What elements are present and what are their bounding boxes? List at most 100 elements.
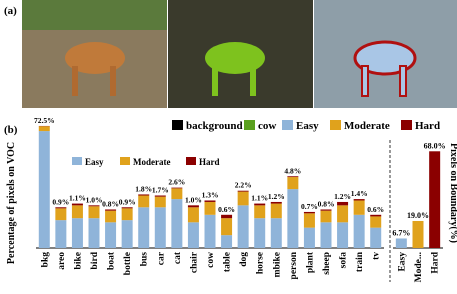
bar-segment bbox=[370, 215, 381, 217]
x-tick-label: bottle bbox=[123, 252, 133, 275]
total-label: 0.8% bbox=[102, 199, 119, 208]
total-label: 4.8% bbox=[284, 166, 301, 175]
bar-segment bbox=[337, 202, 348, 205]
total-label: 72.5% bbox=[34, 116, 55, 125]
bar-segment bbox=[55, 220, 66, 248]
bar-segment bbox=[105, 209, 116, 210]
x-tick-label: bkg bbox=[40, 252, 50, 268]
legend-label: Hard bbox=[415, 120, 440, 132]
bar-segment bbox=[370, 216, 381, 227]
bar bbox=[429, 151, 440, 248]
bar-segment bbox=[254, 218, 265, 248]
x-tick-label: mbike bbox=[272, 252, 282, 277]
x-tick-label: Hard bbox=[431, 251, 441, 273]
x-tick-label: sheep bbox=[322, 252, 332, 275]
bar-segment bbox=[221, 215, 232, 218]
bar-segment bbox=[155, 196, 166, 197]
total-label: 0.7% bbox=[301, 202, 318, 211]
cow-mask-leg bbox=[250, 66, 256, 96]
bar-segment bbox=[254, 204, 265, 206]
total-label: 1.7% bbox=[152, 186, 169, 195]
x-tick-label: dog bbox=[239, 252, 249, 267]
value-label: 68.0% bbox=[424, 141, 446, 150]
total-label: 2.2% bbox=[235, 181, 252, 190]
bar-segment bbox=[155, 207, 166, 248]
bar-segment bbox=[72, 205, 83, 218]
bar-segment bbox=[271, 218, 282, 248]
total-label: 0.6% bbox=[367, 205, 384, 214]
legend-swatch bbox=[330, 120, 341, 130]
x-tick-label: train bbox=[355, 251, 365, 272]
bar-segment bbox=[321, 209, 332, 210]
legend-swatch bbox=[282, 120, 293, 130]
bar-segment bbox=[370, 228, 381, 248]
legend-label: cow bbox=[258, 120, 276, 132]
total-label: 0.8% bbox=[318, 199, 335, 208]
bar-segment bbox=[354, 199, 365, 200]
bar-segment bbox=[287, 177, 298, 189]
bar-segment bbox=[105, 211, 116, 223]
value-label: 19.0% bbox=[407, 211, 429, 220]
legend-swatch bbox=[401, 120, 412, 130]
bar-segment bbox=[122, 220, 133, 248]
bar-segment bbox=[205, 200, 216, 201]
y-axis-title: Pixels on Boundary(%) bbox=[448, 143, 457, 243]
legend-label: Hard bbox=[199, 157, 220, 167]
bar-segment bbox=[238, 205, 249, 248]
panel-label: (a) bbox=[4, 5, 17, 17]
bar-segment bbox=[89, 218, 100, 248]
legend-swatch bbox=[72, 157, 82, 165]
y-axis-title: Percentage of pixels on VOC bbox=[6, 142, 17, 264]
x-tick-label: plant bbox=[305, 251, 315, 273]
bar-segment bbox=[122, 208, 133, 220]
x-tick-label: Easy bbox=[397, 252, 407, 272]
bar-segment bbox=[138, 194, 149, 195]
x-tick-label: person bbox=[289, 251, 299, 279]
bar-segment bbox=[155, 197, 166, 208]
legend-swatch bbox=[172, 120, 183, 130]
bar-segment bbox=[337, 222, 348, 248]
bar-segment bbox=[39, 131, 50, 248]
x-tick-label: Mode... bbox=[414, 252, 424, 282]
total-label: 0.6% bbox=[218, 205, 235, 214]
bar-segment bbox=[287, 189, 298, 248]
bar-segment bbox=[55, 207, 66, 208]
total-label: 1.4% bbox=[351, 189, 368, 198]
bar-segment bbox=[221, 218, 232, 235]
legend-label: Easy bbox=[85, 157, 104, 167]
bar-segment bbox=[304, 213, 315, 227]
total-label: 1.2% bbox=[268, 192, 285, 201]
bar-segment bbox=[271, 204, 282, 219]
cow-mask-leg bbox=[212, 66, 218, 96]
bar-segment bbox=[39, 126, 50, 131]
bar-segment bbox=[238, 191, 249, 192]
bar-segment bbox=[304, 212, 315, 213]
total-label: 1.1% bbox=[69, 194, 86, 203]
x-tick-label: areo bbox=[57, 252, 67, 270]
cow-mask-leg bbox=[362, 66, 368, 96]
legend-swatch bbox=[244, 120, 255, 130]
bar-segment bbox=[188, 205, 199, 207]
panel-label: (b) bbox=[4, 124, 18, 136]
photo-segmentation bbox=[168, 0, 313, 108]
bar-segment bbox=[354, 215, 365, 248]
total-label: 1.0% bbox=[86, 195, 103, 204]
bar-segment bbox=[122, 207, 133, 208]
total-label: 0.9% bbox=[119, 197, 136, 206]
bar-segment bbox=[188, 222, 199, 248]
bar-segment bbox=[72, 204, 83, 206]
photo-trees bbox=[22, 0, 167, 30]
x-tick-label: bus bbox=[140, 252, 150, 267]
photo-original bbox=[22, 0, 167, 108]
legend-swatch bbox=[120, 157, 130, 165]
bar-segment bbox=[205, 215, 216, 248]
bar-segment bbox=[221, 235, 232, 248]
x-tick-label: horse bbox=[256, 252, 266, 274]
total-label: 1.0% bbox=[185, 195, 202, 204]
bar-segment bbox=[238, 192, 249, 206]
x-tick-label: sofa bbox=[339, 252, 349, 269]
total-label: 0.9% bbox=[52, 197, 69, 206]
total-label: 1.8% bbox=[135, 184, 152, 193]
cow-leg bbox=[110, 66, 116, 96]
